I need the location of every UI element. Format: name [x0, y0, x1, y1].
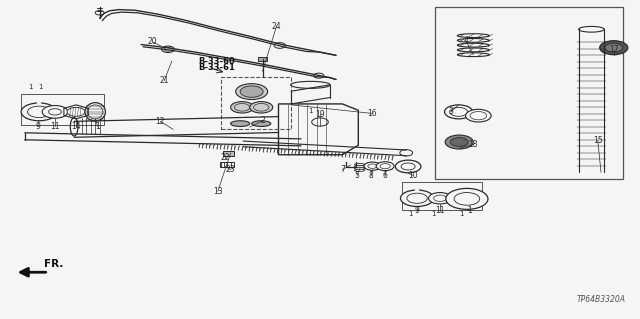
Text: 1: 1 [468, 206, 472, 215]
Text: 1: 1 [460, 211, 464, 217]
Ellipse shape [252, 121, 271, 126]
Circle shape [429, 193, 452, 204]
Circle shape [240, 86, 263, 97]
Circle shape [368, 164, 377, 168]
Text: 3: 3 [449, 108, 453, 116]
Circle shape [445, 105, 472, 119]
Text: 2: 2 [260, 116, 265, 125]
Text: 6: 6 [383, 171, 388, 180]
Text: 9: 9 [35, 122, 40, 131]
Bar [258, 57, 267, 61]
Polygon shape [278, 104, 358, 155]
Text: 1: 1 [95, 122, 100, 131]
Circle shape [95, 11, 104, 15]
Text: 11: 11 [50, 122, 60, 131]
Bar [435, 7, 623, 179]
Text: 1: 1 [28, 85, 33, 90]
Circle shape [434, 195, 447, 201]
Ellipse shape [355, 165, 365, 167]
Text: 1: 1 [308, 108, 313, 114]
Circle shape [312, 118, 328, 126]
Text: 1: 1 [38, 85, 43, 90]
Text: TP64B3320A: TP64B3320A [577, 295, 625, 304]
Text: 18: 18 [468, 140, 478, 149]
Text: 9: 9 [415, 206, 419, 215]
Text: 15: 15 [593, 136, 603, 145]
Ellipse shape [579, 26, 604, 32]
Ellipse shape [85, 103, 106, 121]
Circle shape [236, 84, 268, 100]
Ellipse shape [230, 121, 250, 126]
Circle shape [600, 41, 628, 55]
Circle shape [450, 108, 467, 116]
Circle shape [314, 73, 324, 78]
Ellipse shape [355, 167, 365, 169]
Text: 14: 14 [71, 122, 81, 131]
Circle shape [407, 193, 428, 203]
Circle shape [162, 46, 174, 52]
Circle shape [401, 190, 434, 206]
Circle shape [451, 137, 468, 146]
Ellipse shape [88, 105, 103, 119]
Circle shape [470, 112, 486, 120]
Text: 17: 17 [609, 45, 619, 55]
Text: 8: 8 [369, 171, 374, 180]
Circle shape [454, 193, 479, 205]
Circle shape [274, 43, 285, 48]
Circle shape [250, 101, 273, 113]
Circle shape [376, 162, 394, 171]
Text: 7: 7 [340, 165, 345, 174]
Text: 10: 10 [408, 171, 417, 180]
Ellipse shape [355, 163, 365, 166]
Circle shape [396, 160, 421, 173]
Text: 4: 4 [463, 36, 468, 45]
Circle shape [21, 103, 57, 121]
Text: FR.: FR. [44, 259, 63, 269]
Circle shape [364, 162, 381, 170]
Circle shape [28, 106, 51, 118]
Bar [402, 182, 481, 210]
Circle shape [445, 135, 473, 149]
Circle shape [49, 109, 61, 115]
Circle shape [605, 43, 623, 52]
Text: 21: 21 [159, 76, 169, 85]
Text: 1: 1 [431, 211, 436, 217]
Ellipse shape [458, 53, 489, 56]
Circle shape [446, 189, 488, 209]
Bar [223, 151, 234, 156]
Text: 20: 20 [148, 38, 157, 47]
Text: 1: 1 [408, 211, 413, 217]
Ellipse shape [458, 48, 489, 52]
Ellipse shape [458, 39, 489, 42]
Circle shape [380, 164, 390, 169]
Text: B-33-61: B-33-61 [198, 63, 236, 72]
Bar [21, 94, 104, 124]
Circle shape [42, 106, 68, 118]
Ellipse shape [355, 169, 365, 171]
Text: 19: 19 [315, 110, 325, 119]
Circle shape [67, 108, 85, 116]
Text: 5: 5 [355, 171, 360, 180]
Ellipse shape [458, 34, 489, 38]
Text: 11: 11 [435, 206, 445, 215]
Text: B-33-60: B-33-60 [198, 56, 236, 65]
Circle shape [466, 109, 491, 122]
Ellipse shape [458, 43, 489, 47]
Text: 22: 22 [221, 153, 230, 162]
Text: 23: 23 [226, 165, 236, 174]
Text: 12: 12 [156, 117, 165, 126]
Circle shape [400, 150, 413, 156]
Text: 16: 16 [367, 109, 377, 118]
Circle shape [230, 101, 253, 113]
Text: 13: 13 [213, 187, 223, 196]
Bar [221, 77, 291, 129]
Circle shape [401, 163, 415, 170]
Text: 24: 24 [272, 22, 282, 31]
Bar [220, 162, 234, 167]
